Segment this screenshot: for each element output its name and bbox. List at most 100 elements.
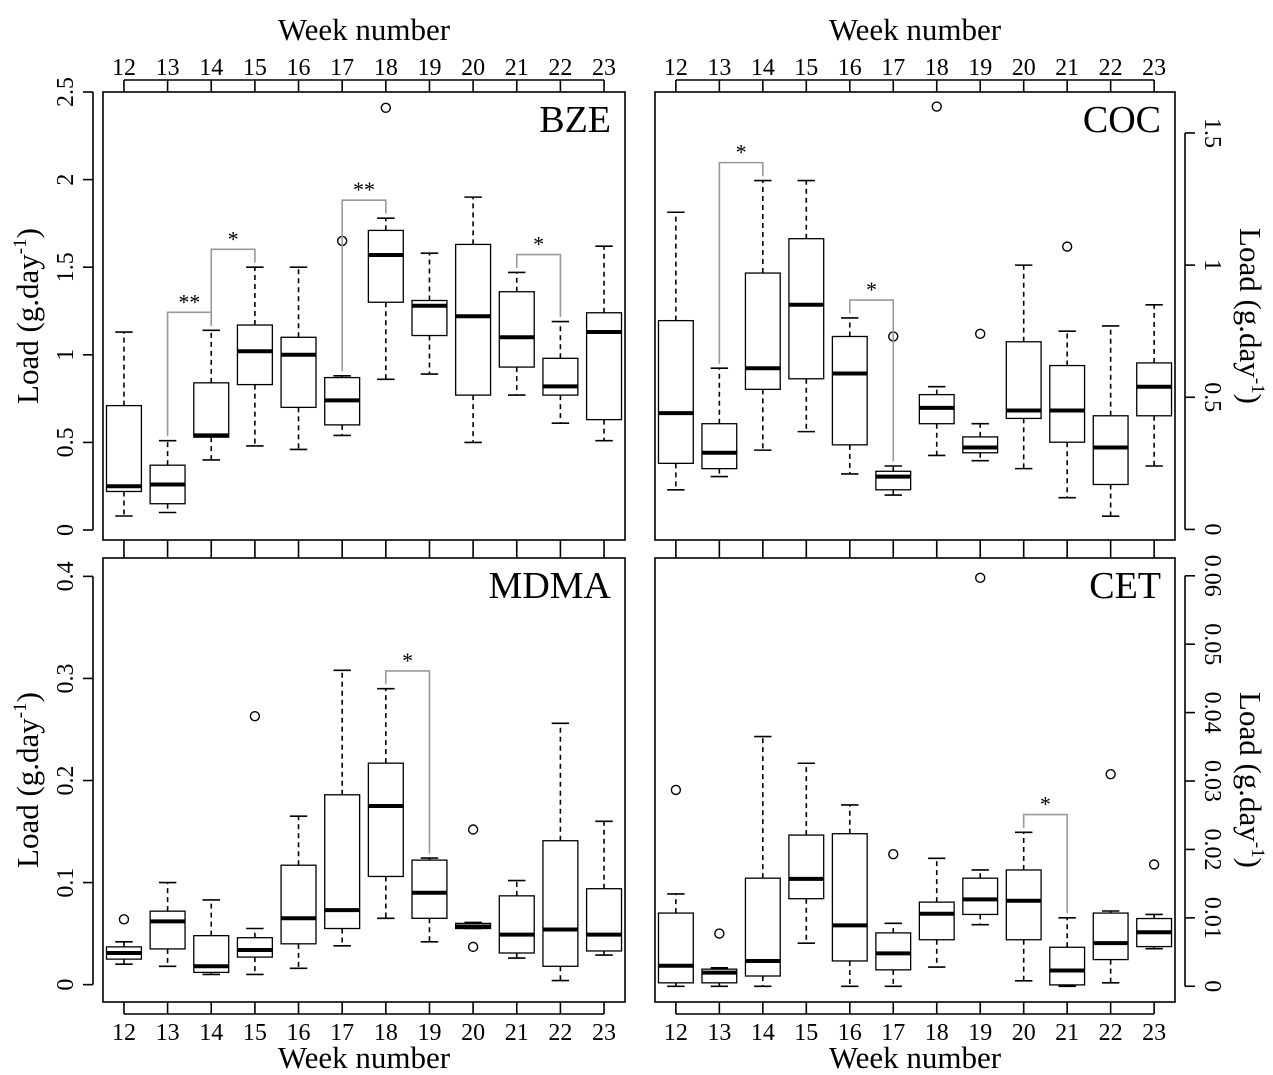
y-axis-title-text: Load (g.day: [1233, 692, 1268, 842]
x-axis-title: Week number: [829, 1040, 1002, 1075]
y-tick-label: 0.02: [1199, 828, 1225, 870]
x-tick-label: 22: [1099, 1020, 1123, 1046]
outlier: [670, 784, 682, 796]
box: [1049, 946, 1086, 986]
outlier: [975, 328, 986, 340]
y-tick-label: 0: [53, 979, 79, 991]
significance-label: *: [228, 226, 239, 251]
significance-label: *: [402, 648, 413, 673]
x-tick-label: 17: [330, 1020, 354, 1046]
significance-label: **: [353, 177, 375, 202]
y-tick-label: 1: [1199, 259, 1225, 271]
significance-bracket: [718, 161, 764, 364]
y-axis-title-end: ): [1233, 394, 1268, 404]
x-tick-label: 15: [243, 1020, 267, 1046]
y-tick-label: 0: [1199, 980, 1225, 992]
y-tick-label: 1.5: [53, 252, 79, 282]
y-tick-label: 0.3: [53, 663, 79, 693]
y-tick-label: 0.5: [53, 427, 79, 457]
y-tick-label: 0.5: [1199, 382, 1225, 412]
y-tick-label: 0.03: [1199, 760, 1225, 802]
x-axis-title: Week number: [278, 12, 451, 47]
significance-bracket: [515, 253, 562, 318]
y-axis-title-sup: -1: [10, 702, 31, 718]
x-tick-label: 13: [156, 1020, 180, 1046]
y-tick-label: 0: [53, 524, 79, 536]
x-tick-label: 16: [287, 55, 311, 81]
y-axis-title-end: ): [1233, 858, 1268, 868]
significance-label: *: [533, 232, 544, 257]
outlier: [467, 824, 479, 835]
x-tick-label: 12: [664, 55, 688, 81]
y-axis-title-sup: -1: [10, 238, 31, 254]
x-tick-label: 14: [199, 1020, 223, 1046]
box: [788, 834, 825, 900]
y-axis-title-text: Load (g.day: [10, 254, 45, 404]
significance-bracket: [341, 199, 387, 372]
x-tick-label: 13: [707, 55, 731, 81]
y-axis-title: Load (g.day-1): [10, 228, 45, 404]
box: [455, 243, 492, 396]
x-tick-label: 21: [1055, 55, 1079, 81]
y-axis-title: Load (g.day-1): [10, 692, 45, 868]
box: [542, 840, 579, 967]
y-axis-title-sup: -1: [1247, 378, 1268, 394]
box: [831, 335, 868, 446]
significance-label: *: [736, 140, 747, 165]
box: [1136, 362, 1173, 417]
x-tick-label: 23: [592, 1020, 616, 1046]
box: [1005, 869, 1042, 941]
x-tick-label: 20: [461, 55, 485, 81]
outlier: [714, 928, 725, 939]
x-axis-title: Week number: [278, 1040, 451, 1075]
significance-bracket: [210, 248, 256, 326]
box: [831, 833, 868, 962]
box: [411, 859, 448, 919]
box: [1049, 364, 1086, 443]
x-tick-label: 14: [199, 55, 223, 81]
x-axis-title: Week number: [829, 12, 1002, 47]
box: [918, 901, 955, 941]
x-tick-label: 20: [1012, 1020, 1036, 1046]
significance-bracket: [385, 670, 431, 854]
x-tick-label: 14: [751, 1020, 775, 1046]
outlier: [249, 711, 261, 722]
y-tick-label: 0.06: [1199, 555, 1225, 597]
box: [236, 324, 273, 386]
x-tick-label: 17: [881, 55, 905, 81]
panel-title: MDMA: [489, 565, 612, 607]
significance-bracket: [1022, 813, 1068, 914]
x-tick-label: 16: [838, 1020, 862, 1046]
x-tick-label: 21: [1055, 1020, 1079, 1046]
y-axis-title-text: Load (g.day: [10, 718, 45, 868]
outlier: [1148, 859, 1160, 870]
plot-frame: [102, 91, 626, 541]
box: [585, 888, 623, 952]
box: [498, 291, 535, 368]
x-tick-label: 15: [243, 55, 267, 81]
x-tick-label: 22: [548, 55, 572, 81]
y-tick-label: 2.5: [53, 77, 79, 107]
x-tick-label: 18: [925, 55, 949, 81]
box: [585, 312, 623, 421]
y-tick-label: 0.01: [1199, 897, 1225, 939]
outlier: [931, 101, 942, 112]
box: [744, 272, 781, 390]
y-axis-title-end: ): [10, 692, 45, 702]
outlier: [1061, 241, 1073, 252]
x-tick-label: 21: [505, 55, 529, 81]
outlier: [380, 102, 392, 113]
box: [875, 932, 912, 971]
outlier: [1105, 768, 1116, 780]
y-axis-title-sup: -1: [1247, 842, 1268, 858]
box: [280, 336, 317, 409]
box: [962, 436, 999, 454]
x-tick-label: 16: [287, 1020, 311, 1046]
plot-frame: [102, 557, 626, 1003]
box: [1092, 415, 1129, 486]
x-tick-label: 17: [881, 1020, 905, 1046]
x-tick-label: 14: [751, 55, 775, 81]
x-tick-label: 19: [968, 1020, 992, 1046]
panel-title: BZE: [539, 99, 611, 141]
